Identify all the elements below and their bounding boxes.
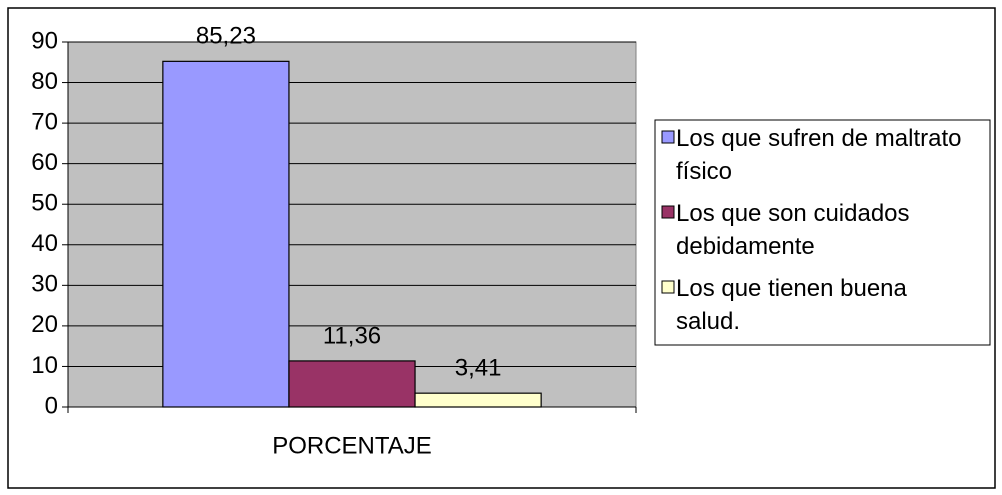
bar [414, 392, 542, 408]
data-label: 3,41 [455, 355, 502, 382]
legend-item: Los que tienen buena salud. [676, 275, 907, 335]
y-tick-label: 40 [31, 230, 58, 257]
bar [288, 360, 416, 408]
y-tick-label: 80 [31, 68, 58, 95]
y-tick-label: 50 [31, 190, 58, 217]
legend-label: Los que tienen buena salud. [676, 275, 907, 335]
data-label: 11,36 [323, 322, 381, 349]
legend-item: Los que son cuidados debidamente [676, 200, 910, 260]
legend-label: Los que sufren de maltrato físico [676, 125, 962, 185]
x-tick-label: PORCENTAJE [272, 432, 432, 459]
plot-area [67, 41, 637, 408]
y-tick-label: 20 [31, 311, 58, 338]
legend-swatch [661, 280, 675, 294]
legend-item: Los que sufren de maltrato físico [676, 125, 962, 185]
y-tick-label: 60 [31, 149, 58, 176]
y-tick-label: 10 [31, 352, 58, 379]
bar [162, 60, 290, 408]
data-label: 85,23 [196, 23, 256, 50]
legend-swatch [661, 130, 675, 144]
legend-label: Los que son cuidados debidamente [676, 200, 910, 260]
y-tick-label: 0 [45, 392, 58, 419]
legend-swatch [661, 205, 675, 219]
legend-box [654, 119, 991, 346]
y-tick-label: 90 [31, 27, 58, 54]
y-tick-label: 70 [31, 108, 58, 135]
y-tick-label: 30 [31, 271, 58, 298]
